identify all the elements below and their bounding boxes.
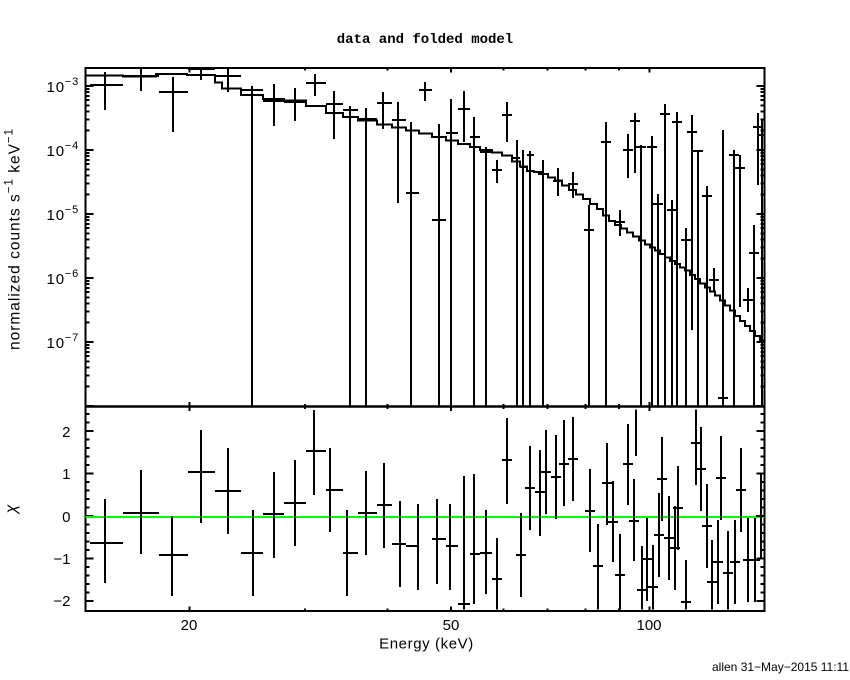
svg-text:20: 20 — [181, 617, 198, 634]
svg-text:0: 0 — [62, 509, 70, 526]
svg-text:Energy (keV): Energy (keV) — [379, 636, 474, 653]
svg-text:data and folded model: data and folded model — [337, 32, 513, 48]
svg-text:−2: −2 — [53, 593, 70, 610]
svg-text:normalized counts s−1 keV−1: normalized counts s−1 keV−1 — [4, 128, 24, 350]
svg-text:100: 100 — [636, 617, 661, 634]
svg-text:χ: χ — [3, 504, 20, 515]
svg-text:50: 50 — [443, 617, 460, 634]
svg-text:allen 31−May−2015 11:11: allen 31−May−2015 11:11 — [712, 660, 849, 674]
svg-text:2: 2 — [62, 424, 70, 441]
svg-text:1: 1 — [62, 466, 70, 483]
svg-text:−1: −1 — [53, 551, 70, 568]
